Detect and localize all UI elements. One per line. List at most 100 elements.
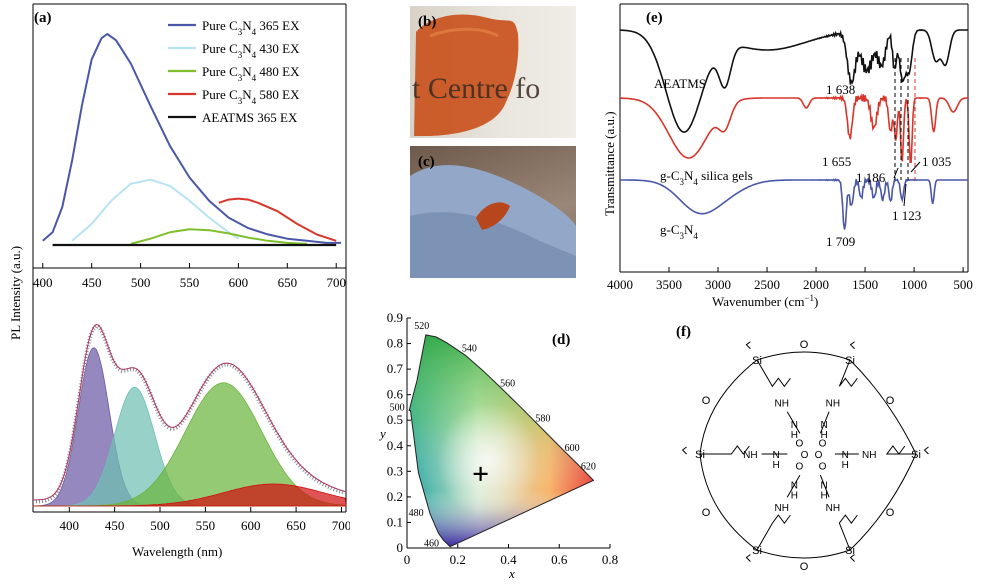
d-ytick-label-0.8: 0.8 (387, 336, 403, 351)
panel-a-bottom-chart: 400 450 500 550 600 650 700 Wavelength (nm) (32, 268, 350, 559)
d-wl-label-480: 480 (409, 508, 424, 519)
f-atom-o-0: O (800, 339, 809, 351)
f-propyl-chain-3 (838, 514, 858, 551)
f-atom-n-4: N (791, 481, 798, 492)
f-atom-co-2: O (815, 450, 823, 461)
f-propyl-chain-5 (700, 445, 750, 455)
f-siloxane-link-3 (756, 549, 851, 559)
d-ytick-label-0.2: 0.2 (387, 489, 403, 504)
a-top-series-0 (42, 33, 342, 244)
f-amide-link-1 (819, 411, 830, 434)
f-atom-nh-4: NH (775, 503, 789, 514)
e-annot-1123: 1 123 (892, 208, 921, 223)
f-atom-o-2: O (886, 507, 895, 519)
d-xtick-label-0: 0 (404, 552, 411, 567)
e-series-gel (619, 93, 968, 163)
a-top-series-2 (130, 228, 307, 245)
e-annot-1709: 1 709 (826, 234, 855, 249)
d-ytick-label-0.7: 0.7 (387, 361, 404, 376)
d-ylabel: y (378, 426, 386, 441)
d-xtick-label-0.8: 0.8 (602, 552, 618, 567)
e-xtick-label-3000: 3000 (705, 277, 731, 292)
wavelength-xlabel: Wavelength (nm) (132, 544, 222, 559)
f-atom-o-3: O (800, 561, 809, 573)
f-propyl-chain-1 (838, 359, 858, 388)
f-propyl-chain-2 (885, 445, 916, 455)
f-siloxane-link-5 (699, 359, 758, 455)
photo-b: t Centre fo (b) (410, 6, 576, 138)
panel-a-label: (a) (34, 10, 52, 26)
d-wl-label-620: 620 (581, 461, 596, 472)
f-amide-link-3 (819, 474, 830, 498)
e-xtick-label-2000: 2000 (803, 277, 829, 292)
e-label-gel: g-C3N4 silica gels (660, 168, 753, 187)
f-amide-link-4 (786, 474, 801, 498)
gel-piece-b (414, 14, 519, 136)
a-bot-fit-line (33, 323, 346, 501)
e-xtick-label-500: 500 (953, 277, 973, 292)
e-xtick-label-1000: 1000 (901, 277, 927, 292)
d-wl-label-520: 520 (414, 321, 429, 332)
e-series-aeatms (620, 28, 968, 133)
d-xtick-label-0.2: 0.2 (450, 552, 466, 567)
e-xtick-label-2500: 2500 (754, 277, 780, 292)
photo-b-text: t Centre fo (412, 72, 540, 105)
cie-locus-outline (408, 334, 595, 548)
panel-f-label: (f) (676, 324, 691, 340)
d-ytick-label-0.1: 0.1 (387, 514, 403, 529)
f-amide-link-0 (786, 411, 801, 434)
a-legend-label-2: Pure C3N4 480 EX (202, 64, 300, 83)
f-atom-co-1: O (819, 439, 827, 450)
a-top-xtick-label-550: 550 (180, 275, 200, 290)
f-atom-co-0: O (796, 439, 804, 450)
d-wl-label-500: 500 (390, 403, 405, 414)
a-legend-label-0: Pure C3N4 365 EX (202, 18, 300, 37)
a-bot-data-points (33, 323, 346, 504)
panel-b-label: (b) (418, 14, 436, 30)
d-xtick-label-0.6: 0.6 (551, 552, 568, 567)
d-ytick-label-0: 0 (397, 540, 404, 555)
d-wl-label-540: 540 (462, 343, 477, 354)
f-end-wiggle-3 (849, 554, 855, 562)
f-siloxane-link-1 (849, 359, 917, 455)
e-annot-1186: 1 186 (856, 170, 886, 185)
d-wl-label-600: 600 (565, 443, 580, 454)
a-legend-label-3: Pure C3N4 580 EX (202, 87, 300, 106)
f-atom-si-0: Si (752, 355, 762, 367)
photo-b-svg: t Centre fo (b) (412, 14, 540, 136)
e-ylabel: Transmittance (a.u.) (602, 111, 617, 216)
f-end-wiggle-5 (681, 446, 687, 455)
f-atom-h-2: H (842, 460, 849, 471)
e-arrow-1035 (910, 161, 921, 173)
a-bot-xtick-label-600: 600 (241, 518, 261, 533)
a-bot-xtick-label-450: 450 (105, 518, 125, 533)
d-xlabel: x (508, 566, 515, 581)
panel-e-chart: 4000 3500 3000 2500 2000 1500 1000 500 (e) AEAT… (602, 3, 973, 309)
e-annot-1035: 1 035 (922, 154, 951, 169)
f-atom-n-5: N (773, 450, 780, 461)
d-xtick-label-0.4: 0.4 (500, 552, 517, 567)
e-annot-1655: 1 655 (822, 154, 851, 169)
a-top-xtick-label-400: 400 (33, 275, 53, 290)
f-atom-n-3: N (821, 481, 828, 492)
d-ytick-label-0.9: 0.9 (387, 312, 403, 325)
f-siloxane-link-2 (849, 453, 917, 551)
f-atom-h-1: H (821, 430, 828, 441)
e-xlabel: Wavenumber (cm−1) (712, 293, 818, 309)
f-atom-si-1: Si (845, 355, 855, 367)
a-top-xtick-label-650: 650 (278, 275, 298, 290)
f-atom-si-2: Si (911, 449, 921, 461)
f-propyl-chain-4 (756, 514, 791, 551)
f-atom-co-3: O (819, 462, 827, 473)
d-ytick-label-0.6: 0.6 (387, 387, 404, 402)
e-xtick-label-3500: 3500 (656, 277, 682, 292)
e-label-c3n4: g-C3N4 (660, 222, 698, 241)
f-atom-o-5: O (702, 395, 711, 407)
gel-highlight-b (429, 27, 499, 38)
panel-c-label: (c) (418, 154, 435, 170)
a-bot-xtick-label-500: 500 (150, 518, 170, 533)
d-ytick-label-0.5: 0.5 (387, 412, 403, 427)
panel-e-label: (e) (646, 10, 663, 26)
f-end-wiggle-0 (745, 341, 751, 350)
